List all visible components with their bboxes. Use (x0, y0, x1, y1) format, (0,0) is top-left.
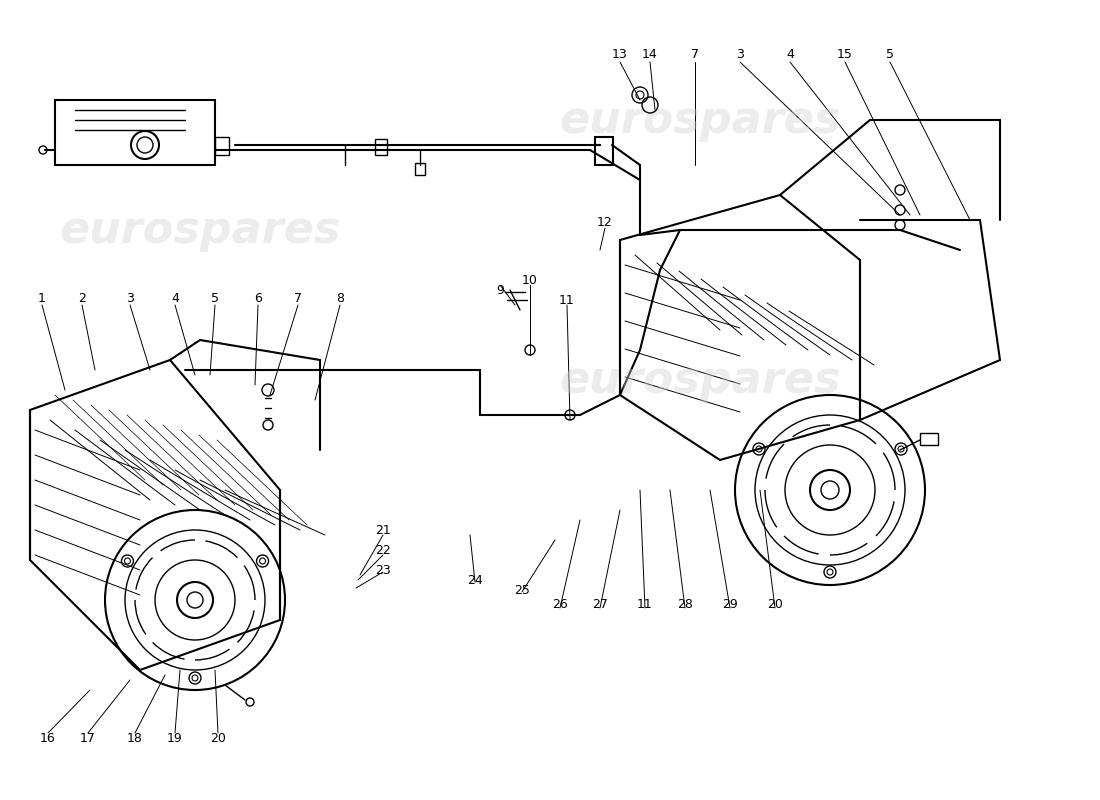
Text: eurospares: eurospares (559, 358, 840, 402)
Text: 6: 6 (254, 291, 262, 305)
Text: 24: 24 (468, 574, 483, 586)
Text: 1: 1 (39, 291, 46, 305)
Text: 20: 20 (210, 731, 225, 745)
Text: 18: 18 (128, 731, 143, 745)
Bar (595, 137, 613, 165)
Text: 13: 13 (612, 49, 628, 62)
Text: 28: 28 (678, 598, 693, 611)
Text: 4: 4 (786, 49, 794, 62)
Text: 14: 14 (642, 49, 658, 62)
Text: eurospares: eurospares (559, 98, 840, 142)
Text: 16: 16 (40, 731, 56, 745)
Text: 4: 4 (172, 291, 179, 305)
Text: 26: 26 (552, 598, 568, 611)
Text: 23: 23 (375, 563, 390, 577)
Text: 20: 20 (767, 598, 783, 611)
Text: eurospares: eurospares (59, 209, 341, 251)
Text: 11: 11 (637, 598, 653, 611)
Text: 11: 11 (559, 294, 575, 306)
Bar (415, 163, 425, 175)
Text: 15: 15 (837, 49, 852, 62)
Text: 2: 2 (78, 291, 86, 305)
Text: 8: 8 (336, 291, 344, 305)
Bar (920, 433, 938, 445)
Text: 9: 9 (496, 283, 504, 297)
Text: 10: 10 (522, 274, 538, 286)
Text: 29: 29 (722, 598, 738, 611)
Text: 7: 7 (691, 49, 698, 62)
Text: 3: 3 (736, 49, 744, 62)
Text: 5: 5 (211, 291, 219, 305)
Bar (375, 139, 387, 155)
Text: 27: 27 (592, 598, 608, 611)
Text: 3: 3 (126, 291, 134, 305)
Text: 21: 21 (375, 523, 390, 537)
Text: 12: 12 (597, 215, 613, 229)
Text: 22: 22 (375, 543, 390, 557)
Text: 25: 25 (514, 583, 530, 597)
Text: 17: 17 (80, 731, 96, 745)
Text: 7: 7 (294, 291, 302, 305)
Text: 19: 19 (167, 731, 183, 745)
Text: 5: 5 (886, 49, 894, 62)
Bar (214, 137, 229, 155)
